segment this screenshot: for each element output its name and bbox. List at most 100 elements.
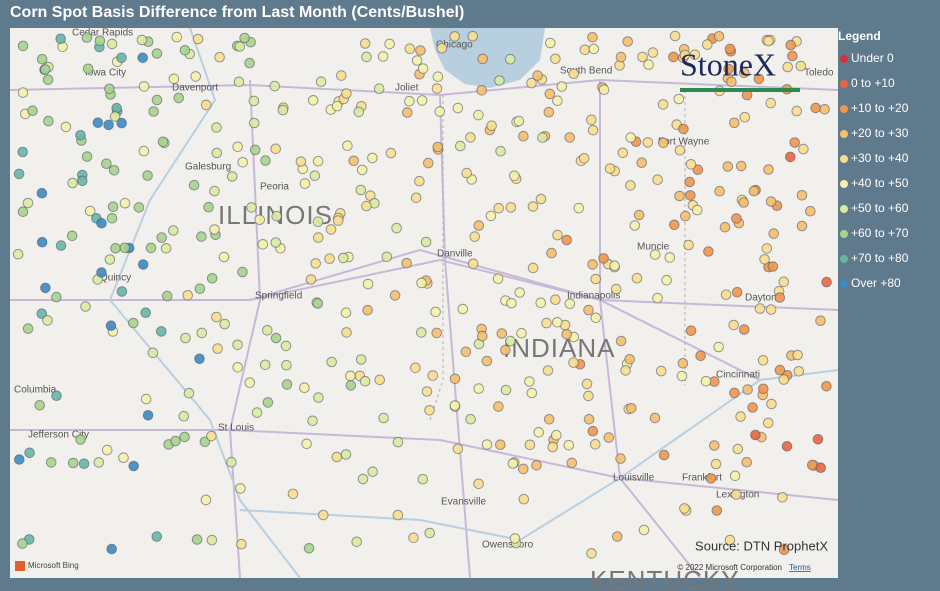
station-dot <box>550 53 561 65</box>
station-dot <box>713 341 724 353</box>
station-dot <box>36 236 48 248</box>
station-dot <box>192 33 204 45</box>
station-dot <box>782 61 794 73</box>
legend-label: 0 to +10 <box>851 76 895 90</box>
station-dot <box>402 107 413 118</box>
station-dot <box>765 97 777 109</box>
station-dot <box>509 170 520 182</box>
station-dot <box>774 364 786 376</box>
station-dot <box>791 105 803 117</box>
station-dot <box>13 168 25 180</box>
station-dot <box>493 401 504 412</box>
station-dot <box>377 51 389 62</box>
station-dot <box>51 390 62 402</box>
station-dot <box>156 326 167 337</box>
city-label: Dayton <box>745 293 777 304</box>
station-dot <box>579 44 591 56</box>
station-dot <box>55 240 67 251</box>
station-dot <box>182 290 193 301</box>
station-dot <box>196 327 208 339</box>
station-dot <box>617 147 629 159</box>
station-dot <box>629 220 641 231</box>
station-dot <box>535 297 547 309</box>
station-dot <box>161 290 173 302</box>
station-dot <box>303 543 315 554</box>
station-dot <box>449 373 461 385</box>
station-dot <box>679 503 690 514</box>
city-label: Louisville <box>613 473 655 484</box>
station-dot <box>759 253 770 265</box>
station-dot <box>248 95 260 107</box>
station-dot <box>326 356 338 368</box>
station-dot <box>232 141 243 153</box>
station-dot <box>206 430 217 442</box>
station-dot <box>821 276 832 288</box>
station-dot <box>287 488 299 500</box>
map-background <box>10 28 838 578</box>
station-dot <box>226 171 238 182</box>
station-dot <box>507 458 519 469</box>
legend-label: Under 0 <box>851 51 894 65</box>
station-dot <box>518 493 530 505</box>
station-dot <box>543 414 555 425</box>
station-dot <box>392 509 404 521</box>
station-dot <box>526 77 537 89</box>
station-dot <box>206 534 218 546</box>
city-label: Toledo <box>804 68 834 79</box>
station-dot <box>636 157 648 168</box>
station-dot <box>758 383 769 395</box>
station-dot <box>726 76 737 88</box>
station-dot <box>105 320 117 332</box>
station-dot <box>587 124 599 136</box>
station-dot <box>505 53 516 65</box>
station-dot <box>140 307 151 319</box>
station-dot <box>381 251 393 263</box>
station-dot <box>723 63 734 75</box>
station-dot <box>307 95 319 106</box>
station-dot <box>731 213 742 224</box>
station-dot <box>24 447 35 459</box>
title: Corn Spot Basis Difference from Last Mon… <box>10 4 464 21</box>
station-dot <box>104 254 116 265</box>
station-dot <box>678 123 689 135</box>
station-dot <box>209 185 220 197</box>
station-dot <box>348 155 360 167</box>
station-dot <box>55 33 67 45</box>
station-dot <box>211 311 222 323</box>
station-dot <box>705 473 717 484</box>
station-dot <box>590 312 602 324</box>
station-dot <box>615 51 627 63</box>
legend-label: +40 to +50 <box>851 176 909 190</box>
bing-label: Microsoft Bing <box>28 561 79 570</box>
station-dot <box>789 137 801 148</box>
station-dot <box>763 417 774 429</box>
station-dot <box>157 136 169 148</box>
station-dot <box>542 365 554 376</box>
station-dot <box>815 315 826 327</box>
station-dot <box>714 185 725 197</box>
station-dot <box>355 354 367 365</box>
station-dot <box>309 170 321 181</box>
station-dot <box>452 443 464 455</box>
station-dot <box>17 87 29 98</box>
station-dot <box>357 473 369 485</box>
station-dot <box>695 350 706 362</box>
station-dot <box>676 370 688 382</box>
station-dot <box>765 196 777 207</box>
borders <box>429 90 686 421</box>
station-dot <box>795 60 807 72</box>
city-label: Indianapolis <box>567 291 620 302</box>
city-label: South Bend <box>560 66 612 77</box>
station-dot <box>13 454 25 465</box>
station-dot <box>537 132 548 143</box>
station-dot <box>417 63 429 74</box>
legend-swatch <box>840 205 848 213</box>
station-dot <box>684 176 695 188</box>
terms-link[interactable]: Terms <box>789 563 811 572</box>
station-dot <box>17 206 29 217</box>
station-dot <box>588 43 600 55</box>
station-dot <box>710 458 722 470</box>
city-label: Chicago <box>436 40 473 51</box>
station-dot <box>685 325 697 337</box>
station-dot <box>281 359 292 371</box>
